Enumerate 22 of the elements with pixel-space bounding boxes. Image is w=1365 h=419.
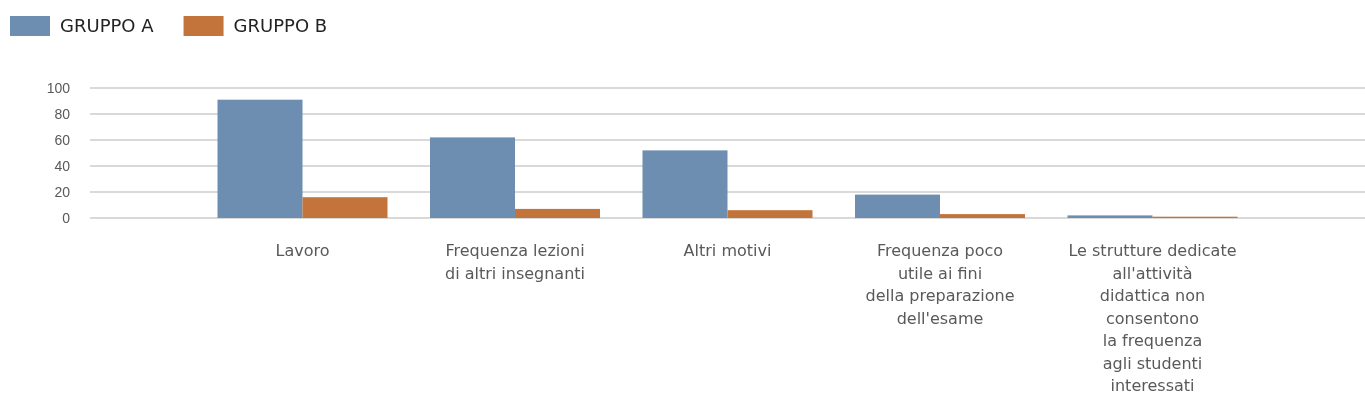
x-tick-label: Lavoro: [275, 241, 330, 260]
x-tick-label: Frequenza poco utile ai fini della preparazione dell'esame: [865, 241, 1015, 328]
bar: [515, 208, 600, 218]
bar: [940, 214, 1025, 218]
x-tick-label: Altri motivi: [683, 241, 772, 260]
y-tick-label: 0: [62, 209, 71, 226]
y-tick-label: 20: [54, 183, 71, 200]
y-tick-label: 40: [54, 157, 71, 174]
bar: [642, 150, 728, 218]
bar: [855, 194, 940, 218]
bar: [1067, 215, 1153, 218]
legend-label: GRUPPO A: [60, 15, 155, 36]
x-tick-label: Frequenza lezioni di altri insegnanti: [444, 241, 586, 283]
bar: [217, 99, 303, 218]
bar: [302, 197, 388, 218]
y-tick-label: 80: [54, 105, 71, 122]
bar: [430, 137, 515, 218]
bar: [727, 210, 813, 218]
x-tick-label: Le strutture dedicate all'attività didattica non consentono la frequenza agli studenti interessati: [1068, 241, 1237, 395]
y-tick-label: 60: [54, 131, 71, 148]
y-tick-label: 100: [46, 79, 71, 96]
legend-label: GRUPPO B: [233, 15, 328, 36]
